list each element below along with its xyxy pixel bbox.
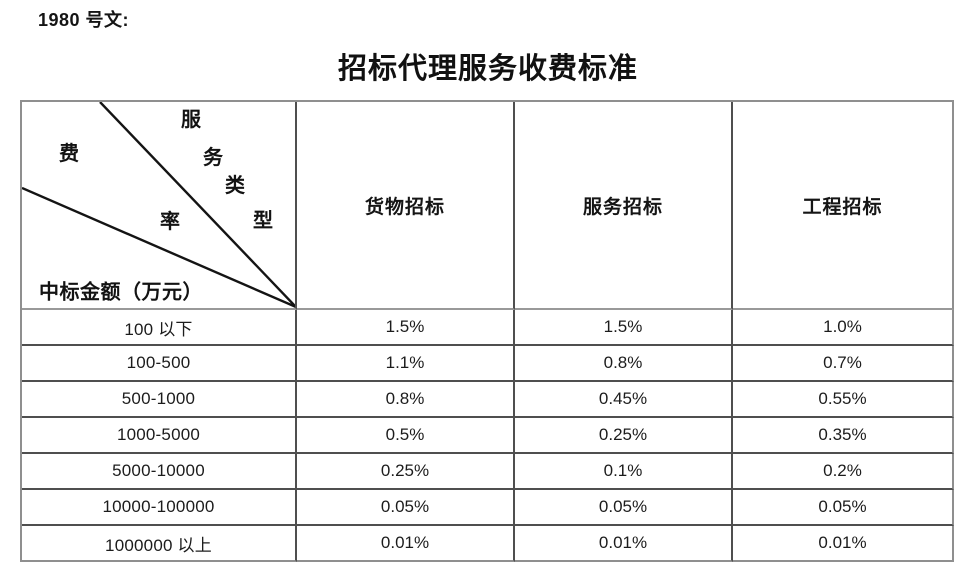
amount-cell: 100 以下 <box>22 310 297 346</box>
amount-cell: 10000-100000 <box>22 490 297 526</box>
column-header-project: 工程招标 <box>733 102 954 310</box>
table-row: 5000-10000 0.25% 0.1% 0.2% <box>22 454 954 490</box>
rate-cell: 0.01% <box>297 526 515 562</box>
amount-cell: 500-1000 <box>22 382 297 418</box>
rate-cell: 0.7% <box>733 346 954 382</box>
rate-cell: 0.45% <box>515 382 733 418</box>
corner-label-amount: 中标金额（万元） <box>39 281 203 304</box>
amount-cell: 1000000 以上 <box>22 526 297 562</box>
corner-label-service-char-3: 类 <box>225 175 245 197</box>
column-header-service: 服务招标 <box>515 102 733 310</box>
corner-label-service-char-4: 型 <box>253 210 273 232</box>
rate-cell: 1.1% <box>297 346 515 382</box>
table-row: 10000-100000 0.05% 0.05% 0.05% <box>22 490 954 526</box>
amount-cell: 100-500 <box>22 346 297 382</box>
doc-number: 1980 号文: <box>38 10 130 30</box>
rate-cell: 0.35% <box>733 418 954 454</box>
rate-cell: 0.25% <box>515 418 733 454</box>
corner-label-service-char-1: 服 <box>181 109 201 131</box>
table-row: 1000000 以上 0.01% 0.01% 0.01% <box>22 526 954 562</box>
page-title: 招标代理服务收费标准 <box>337 53 638 85</box>
diagonal-divider-lines <box>22 102 295 308</box>
rate-cell: 1.5% <box>297 310 515 346</box>
corner-label-rate-char-2: 率 <box>160 211 180 233</box>
rate-cell: 0.1% <box>515 454 733 490</box>
column-header-goods: 货物招标 <box>297 102 515 310</box>
fee-table-container: 服 务 类 型 费 率 中标金额（万元） 货物招标 服务招标 工程招标 100 … <box>20 100 954 562</box>
table-header-row: 服 务 类 型 费 率 中标金额（万元） 货物招标 服务招标 工程招标 <box>22 102 954 310</box>
diagonal-line-upper <box>99 102 295 308</box>
corner-label-rate-char-1: 费 <box>59 143 79 165</box>
rate-cell: 0.01% <box>515 526 733 562</box>
rate-cell: 0.8% <box>297 382 515 418</box>
amount-cell: 1000-5000 <box>22 418 297 454</box>
rate-cell: 0.05% <box>297 490 515 526</box>
table-row: 500-1000 0.8% 0.45% 0.55% <box>22 382 954 418</box>
rate-cell: 0.8% <box>515 346 733 382</box>
corner-header-cell: 服 务 类 型 费 率 中标金额（万元） <box>22 102 297 310</box>
fee-table: 服 务 类 型 费 率 中标金额（万元） 货物招标 服务招标 工程招标 100 … <box>20 100 954 562</box>
rate-cell: 0.55% <box>733 382 954 418</box>
table-row: 100 以下 1.5% 1.5% 1.0% <box>22 310 954 346</box>
diagonal-line-lower <box>22 186 295 308</box>
rate-cell: 0.01% <box>733 526 954 562</box>
amount-cell: 5000-10000 <box>22 454 297 490</box>
table-row: 1000-5000 0.5% 0.25% 0.35% <box>22 418 954 454</box>
rate-cell: 0.5% <box>297 418 515 454</box>
rate-cell: 0.05% <box>515 490 733 526</box>
rate-cell: 1.5% <box>515 310 733 346</box>
rate-cell: 1.0% <box>733 310 954 346</box>
rate-cell: 0.25% <box>297 454 515 490</box>
rate-cell: 0.2% <box>733 454 954 490</box>
table-row: 100-500 1.1% 0.8% 0.7% <box>22 346 954 382</box>
corner-label-service-char-2: 务 <box>203 147 223 169</box>
rate-cell: 0.05% <box>733 490 954 526</box>
